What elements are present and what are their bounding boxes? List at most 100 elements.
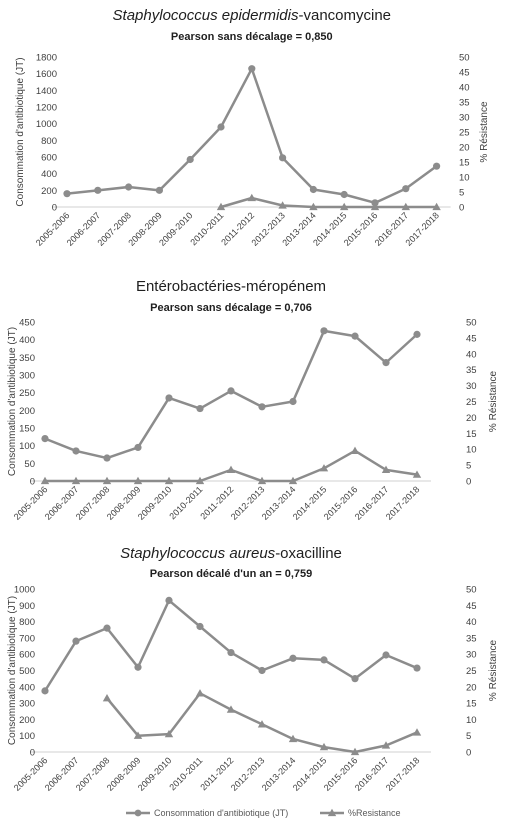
data-point <box>381 465 391 474</box>
data-point <box>402 185 410 193</box>
data-point <box>289 397 297 406</box>
y2-tick-label: 35 <box>466 365 477 376</box>
y2-tick-label: 50 <box>459 53 470 64</box>
chart-2: Entérobactéries-méropénem Pearson sans dé… <box>7 278 499 522</box>
data-point <box>370 202 380 211</box>
y2-axis-label: % Résistance <box>488 639 499 701</box>
y2-tick-label: 30 <box>466 381 477 392</box>
data-point <box>94 186 102 194</box>
series-resistance <box>216 193 441 211</box>
y-tick-label: 250 <box>19 388 35 399</box>
y2-tick-label: 50 <box>466 585 477 596</box>
data-point <box>227 648 235 657</box>
y-tick-label: 800 <box>19 617 35 628</box>
legend-label: Consommation d'antibiotique (JT) <box>154 808 288 818</box>
data-point <box>309 185 317 194</box>
data-point <box>103 624 111 632</box>
data-point <box>125 183 133 191</box>
data-point <box>278 201 287 209</box>
y-tick-label: 1200 <box>36 103 57 114</box>
y-tick-label: 150 <box>19 424 35 435</box>
data-point <box>258 666 266 675</box>
chart-subtitle: Pearson sans décalage = 0,850 <box>171 31 333 43</box>
chart-title: Staphylococcus aureus-oxacilline <box>120 545 342 562</box>
y2-tick-label: 40 <box>466 349 477 360</box>
y-tick-label: 0 <box>30 748 35 759</box>
y2-tick-label: 0 <box>466 748 471 759</box>
y2-tick-label: 35 <box>466 633 477 644</box>
y2-tick-label: 5 <box>466 731 471 742</box>
y-tick-label: 1600 <box>36 69 57 80</box>
chart-subtitle: Pearson décalé d'un an = 0,759 <box>150 568 313 580</box>
y2-tick-label: 10 <box>466 445 477 456</box>
data-point <box>351 675 359 683</box>
series-consumption <box>41 596 421 695</box>
data-point <box>195 689 205 697</box>
data-point <box>134 663 142 671</box>
data-point <box>196 622 204 631</box>
data-point <box>289 654 297 662</box>
data-point <box>258 403 266 411</box>
chart-title-text: -oxacilline <box>275 545 342 562</box>
data-point <box>41 435 49 443</box>
data-point <box>41 687 49 695</box>
legend-label: %Resistance <box>348 808 401 818</box>
data-point <box>165 596 173 605</box>
y2-tick-label: 10 <box>466 715 477 726</box>
data-point <box>248 65 256 73</box>
y-tick-label: 0 <box>52 203 57 214</box>
data-point <box>134 443 142 452</box>
y2-tick-label: 0 <box>466 477 471 488</box>
series-resistance <box>40 446 422 485</box>
data-point <box>164 729 174 738</box>
series-consumption <box>63 65 441 207</box>
x-tick-label: 2009-2010 <box>136 484 174 522</box>
data-point <box>71 476 81 485</box>
data-point <box>412 470 422 478</box>
y-tick-label: 400 <box>41 169 57 180</box>
chart-subtitle: Pearson sans décalage = 0,706 <box>150 302 312 314</box>
y2-tick-label: 0 <box>459 203 464 214</box>
data-point <box>195 476 205 485</box>
data-point <box>319 464 329 472</box>
chart-title: Entérobactéries-méropénem <box>136 278 326 295</box>
x-tick-label: 2009-2010 <box>136 755 174 793</box>
data-point <box>72 447 80 455</box>
data-point <box>133 731 143 739</box>
series-line <box>43 599 418 692</box>
series-line <box>66 67 438 205</box>
chart-title: Staphylococcus epidermidis-vancomycine <box>113 7 391 24</box>
data-point <box>226 705 236 713</box>
data-point <box>102 476 112 485</box>
y2-tick-label: 45 <box>466 601 477 612</box>
data-point <box>340 190 348 199</box>
data-point <box>309 202 318 211</box>
data-point <box>412 728 422 736</box>
y2-axis-label: % Résistance <box>488 370 499 432</box>
data-point <box>432 202 441 211</box>
data-point <box>288 734 298 743</box>
y-tick-label: 400 <box>19 335 35 346</box>
y2-tick-label: 30 <box>466 650 477 661</box>
y2-tick-label: 20 <box>459 143 470 154</box>
data-point <box>288 476 298 485</box>
data-point <box>351 332 359 340</box>
y-tick-label: 50 <box>24 459 35 470</box>
y-tick-label: 100 <box>19 731 35 742</box>
legend-marker <box>327 808 337 817</box>
legend-marker <box>134 809 142 817</box>
y-tick-label: 450 <box>19 318 35 329</box>
data-point <box>340 202 349 211</box>
y-tick-label: 350 <box>19 353 35 364</box>
x-tick-label: 2017-2018 <box>384 484 422 522</box>
data-point <box>257 720 267 728</box>
y2-tick-label: 40 <box>459 83 470 94</box>
data-point <box>155 186 163 194</box>
data-point <box>186 155 194 164</box>
y-tick-label: 600 <box>19 650 35 661</box>
data-point <box>226 465 236 474</box>
y2-tick-label: 45 <box>459 68 470 79</box>
y-tick-label: 900 <box>19 601 35 612</box>
data-point <box>319 742 329 751</box>
